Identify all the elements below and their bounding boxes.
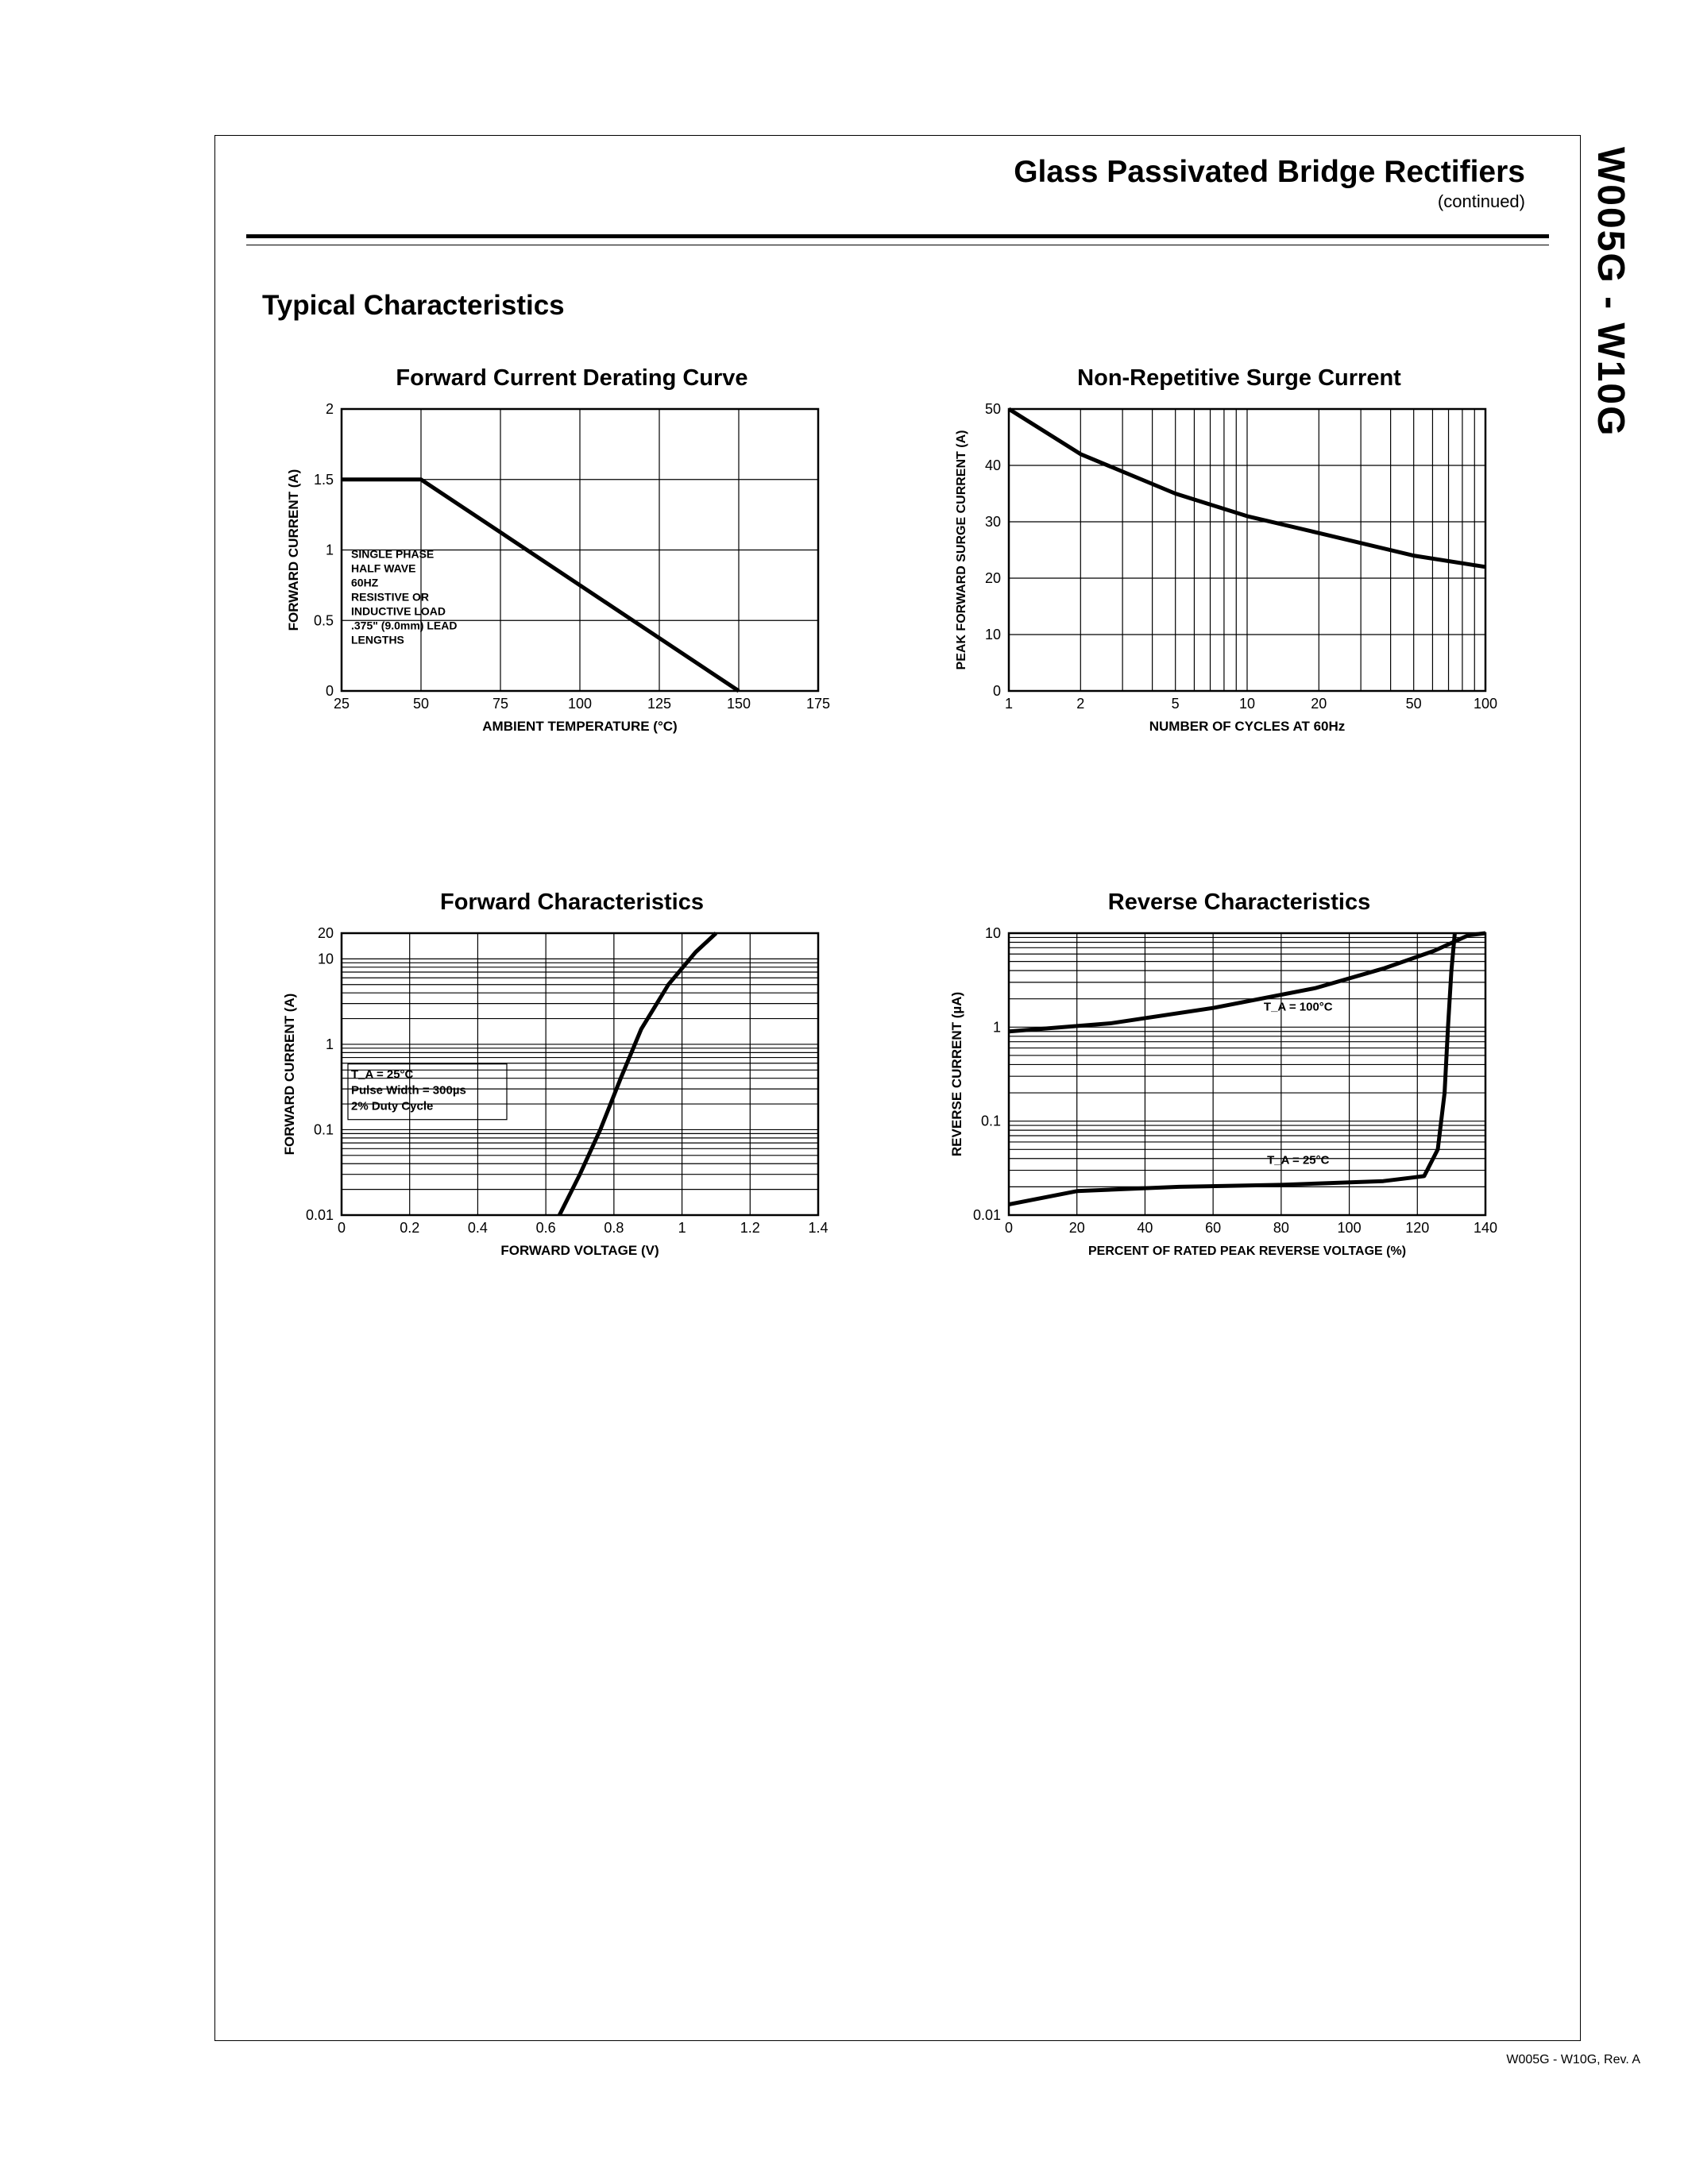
chart-surge: Non-Repetitive Surge Current 1 2 5 10 20 50 10… <box>914 365 1565 747</box>
svg-text:Pulse Width = 300µs: Pulse Width = 300µs <box>351 1084 466 1098</box>
svg-text:20: 20 <box>1311 696 1327 712</box>
svg-text:10: 10 <box>318 951 334 967</box>
svg-text:AMBIENT TEMPERATURE (°C): AMBIENT TEMPERATURE (°C) <box>482 719 677 734</box>
svg-text:1: 1 <box>678 1220 686 1236</box>
svg-text:10: 10 <box>985 925 1001 941</box>
chart-svg: 0 20 40 60 80 100 120 140 0.01 0.1 1 10 T_A = 100°C T… <box>914 925 1565 1275</box>
svg-text:T_A = 25°C: T_A = 25°C <box>1267 1154 1330 1167</box>
svg-text:REVERSE CURRENT (µA): REVERSE CURRENT (µA) <box>949 992 964 1156</box>
svg-text:2: 2 <box>1076 696 1084 712</box>
svg-text:20: 20 <box>1069 1220 1085 1236</box>
svg-text:60HZ: 60HZ <box>351 577 379 589</box>
svg-text:40: 40 <box>985 457 1001 473</box>
svg-text:0.1: 0.1 <box>981 1113 1001 1129</box>
svg-text:75: 75 <box>492 696 508 712</box>
svg-text:0.01: 0.01 <box>973 1207 1001 1223</box>
svg-text:1: 1 <box>993 1019 1001 1035</box>
svg-text:0: 0 <box>993 683 1001 699</box>
svg-text:175: 175 <box>806 696 830 712</box>
svg-text:LENGTHS: LENGTHS <box>351 634 404 646</box>
continued-label: (continued) <box>246 191 1549 212</box>
svg-text:100: 100 <box>1338 1220 1362 1236</box>
chart-reverse: Reverse Characteristics 0 20 40 60 80 100 120 1… <box>914 889 1565 1271</box>
svg-text:PEAK FORWARD SURGE CURRENT (A): PEAK FORWARD SURGE CURRENT (A) <box>955 430 968 670</box>
chart-derating: Forward Current Derating Curve 255075100… <box>246 365 898 747</box>
svg-text:80: 80 <box>1273 1220 1289 1236</box>
svg-text:T_A = 100°C: T_A = 100°C <box>1264 1000 1333 1013</box>
svg-text:150: 150 <box>727 696 751 712</box>
footer-revision: W005G - W10G, Rev. A <box>1506 2053 1640 2067</box>
chart-grid: Forward Current Derating Curve 255075100… <box>246 365 1565 1271</box>
svg-text:0.4: 0.4 <box>468 1220 488 1236</box>
svg-text:1.2: 1.2 <box>740 1220 760 1236</box>
svg-text:FORWARD CURRENT (A): FORWARD CURRENT (A) <box>286 469 301 631</box>
svg-text:120: 120 <box>1405 1220 1429 1236</box>
svg-text:2: 2 <box>326 401 334 417</box>
svg-text:40: 40 <box>1137 1220 1153 1236</box>
svg-text:30: 30 <box>985 514 1001 530</box>
svg-text:0.01: 0.01 <box>306 1207 334 1223</box>
svg-text:50: 50 <box>1406 696 1422 712</box>
page-header: Glass Passivated Bridge Rectifiers (cont… <box>246 155 1549 245</box>
section-title: Typical Characteristics <box>262 290 565 322</box>
svg-text:125: 125 <box>647 696 671 712</box>
svg-text:0.1: 0.1 <box>314 1121 334 1137</box>
svg-text:10: 10 <box>985 627 1001 642</box>
chart-title: Reverse Characteristics <box>914 889 1565 916</box>
svg-text:100: 100 <box>1474 696 1497 712</box>
svg-text:10: 10 <box>1239 696 1255 712</box>
svg-text:0.8: 0.8 <box>604 1220 624 1236</box>
product-code-sidebar: W005G - W10G <box>1589 147 1632 437</box>
svg-text:5: 5 <box>1172 696 1180 712</box>
svg-text:RESISTIVE OR: RESISTIVE OR <box>351 591 429 604</box>
svg-text:20: 20 <box>318 925 334 941</box>
chart-svg: 25 50 75 100 125 150 175 0 0.5 1 1.5 2 SINGLE PHASEH… <box>246 401 898 751</box>
svg-text:SINGLE PHASE: SINGLE PHASE <box>351 548 434 561</box>
svg-text:20: 20 <box>985 570 1001 586</box>
svg-text:PERCENT OF RATED PEAK REVERSE: PERCENT OF RATED PEAK REVERSE VOLTAGE (%… <box>1088 1244 1406 1258</box>
svg-text:0: 0 <box>338 1220 346 1236</box>
chart-svg: 1 2 5 10 20 50 100 0 10 20 30 40 50 NUMBER OF CYCLES … <box>914 401 1565 751</box>
svg-text:1: 1 <box>326 1036 334 1052</box>
svg-text:FORWARD CURRENT (A): FORWARD CURRENT (A) <box>282 994 297 1156</box>
svg-text:1: 1 <box>326 542 334 558</box>
svg-text:50: 50 <box>413 696 429 712</box>
chart-forward: Forward Characteristics 0 0.2 0.4 0.6 0.8 1 1.… <box>246 889 898 1271</box>
svg-text:60: 60 <box>1205 1220 1221 1236</box>
svg-text:T_A = 25°C: T_A = 25°C <box>351 1068 414 1082</box>
header-rule-thick <box>246 234 1549 238</box>
svg-text:0.2: 0.2 <box>400 1220 419 1236</box>
document-title: Glass Passivated Bridge Rectifiers <box>246 155 1549 190</box>
chart-title: Forward Current Derating Curve <box>246 365 898 392</box>
svg-text:25: 25 <box>334 696 350 712</box>
svg-text:0: 0 <box>326 683 334 699</box>
svg-text:2% Duty Cycle: 2% Duty Cycle <box>351 1100 433 1113</box>
chart-title: Forward Characteristics <box>246 889 898 916</box>
svg-text:FORWARD VOLTAGE (V): FORWARD VOLTAGE (V) <box>500 1243 659 1258</box>
svg-text:.375" (9.0mm) LEAD: .375" (9.0mm) LEAD <box>351 619 457 632</box>
svg-text:0.6: 0.6 <box>536 1220 556 1236</box>
svg-text:140: 140 <box>1474 1220 1497 1236</box>
svg-text:NUMBER OF CYCLES AT 60Hz: NUMBER OF CYCLES AT 60Hz <box>1149 719 1346 734</box>
svg-text:HALF WAVE: HALF WAVE <box>351 562 415 575</box>
chart-svg: 0 0.2 0.4 0.6 0.8 1 1.2 1.4 0.01 0.1 1 10 20 T_A = 25… <box>246 925 898 1275</box>
chart-title: Non-Repetitive Surge Current <box>914 365 1565 392</box>
svg-text:0.5: 0.5 <box>314 612 334 628</box>
svg-text:1.4: 1.4 <box>808 1220 828 1236</box>
svg-text:1: 1 <box>1005 696 1013 712</box>
svg-text:0: 0 <box>1005 1220 1013 1236</box>
svg-text:50: 50 <box>985 401 1001 417</box>
svg-text:INDUCTIVE LOAD: INDUCTIVE LOAD <box>351 605 446 618</box>
svg-text:100: 100 <box>568 696 592 712</box>
svg-text:1.5: 1.5 <box>314 472 334 488</box>
